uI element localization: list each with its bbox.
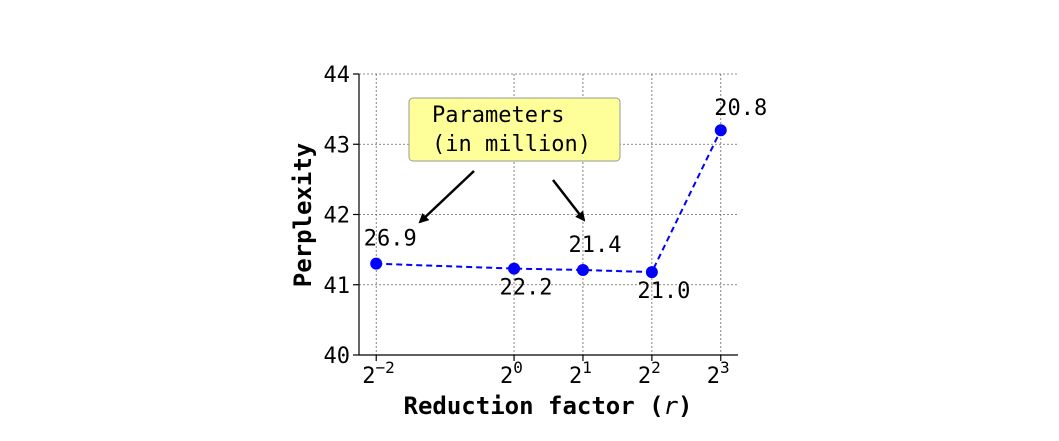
data-label-4: 20.8 bbox=[714, 96, 767, 121]
y-tick-label-1: 41 bbox=[324, 274, 351, 299]
data-label-2: 21.4 bbox=[568, 233, 621, 258]
x-tick-label-1: 20 bbox=[500, 358, 523, 389]
x-axis-title-variable: r bbox=[664, 392, 679, 420]
annotation: Parameters (in million) bbox=[408, 97, 621, 162]
x-tick-label-4: 23 bbox=[707, 358, 730, 389]
annotation-line1: Parameters bbox=[432, 103, 564, 128]
y-tick-label-3: 43 bbox=[324, 133, 351, 158]
annotation-line2: (in million) bbox=[432, 132, 591, 157]
data-label-1: 22.2 bbox=[500, 276, 553, 301]
series-line bbox=[376, 129, 722, 274]
series-line-layer bbox=[376, 129, 722, 274]
annotation-arrow-left bbox=[418, 170, 475, 224]
data-point-1 bbox=[508, 262, 521, 275]
data-point-0 bbox=[370, 257, 383, 270]
x-tick-label-2: 21 bbox=[569, 358, 592, 389]
data-points bbox=[370, 124, 727, 279]
data-labels: 26.9 22.2 21.4 21.0 20.8 bbox=[364, 96, 768, 304]
data-point-2 bbox=[576, 263, 589, 276]
data-point-4 bbox=[714, 124, 727, 137]
data-label-0: 26.9 bbox=[364, 227, 417, 252]
annotation-box bbox=[408, 97, 621, 162]
data-point-3 bbox=[645, 266, 658, 279]
tick-labels: 40 41 42 43 44 2−2 20 21 22 23 bbox=[324, 63, 730, 389]
y-tick-label-2: 42 bbox=[324, 204, 351, 229]
annotation-arrow-right bbox=[552, 179, 586, 222]
x-tick-label-0: 2−2 bbox=[362, 358, 395, 389]
y-axis-title: Perplexity bbox=[289, 143, 317, 288]
data-label-3: 21.0 bbox=[637, 279, 690, 304]
x-tick-label-3: 22 bbox=[638, 358, 661, 389]
x-axis-title: Reduction factor (r) bbox=[404, 392, 693, 420]
y-tick-label-0: 40 bbox=[324, 344, 351, 369]
y-tick-label-4: 44 bbox=[324, 63, 351, 88]
